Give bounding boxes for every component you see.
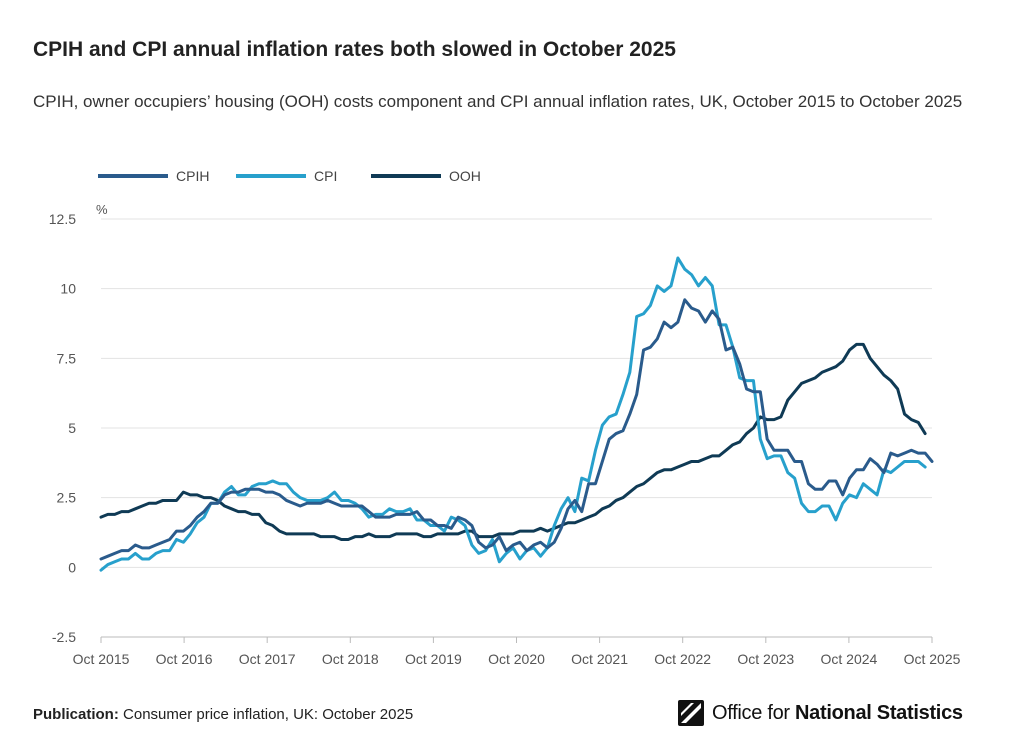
chart-title: CPIH and CPI annual inflation rates both… bbox=[33, 38, 676, 61]
x-tick-label: Oct 2020 bbox=[488, 651, 545, 667]
y-axis: -2.5 0 2.5 5 7.5 10 12.5% bbox=[49, 202, 108, 645]
x-tick-label: Oct 2017 bbox=[239, 651, 296, 667]
y-tick-label: 10 bbox=[60, 281, 76, 297]
y-tick-label: 2.5 bbox=[57, 490, 77, 506]
series-line-cpih bbox=[99, 298, 934, 561]
legend-label-ooh: OOH bbox=[449, 168, 481, 184]
ons-logo-text-regular: Office for bbox=[712, 701, 796, 724]
x-tick-label: Oct 2021 bbox=[571, 651, 628, 667]
legend-label-cpi: CPI bbox=[314, 168, 337, 184]
publication-label: Publication: bbox=[33, 706, 119, 723]
x-tick-label: Oct 2024 bbox=[820, 651, 877, 667]
legend-label-cpih: CPIH bbox=[176, 168, 209, 184]
x-tick-label: Oct 2018 bbox=[322, 651, 379, 667]
x-tick-label: Oct 2016 bbox=[156, 651, 213, 667]
y-tick-label: -2.5 bbox=[52, 629, 76, 645]
ons-logo-icon bbox=[678, 700, 704, 726]
x-tick-label: Oct 2019 bbox=[405, 651, 462, 667]
y-tick-label: 12.5 bbox=[49, 211, 76, 227]
y-tick-label: 0 bbox=[68, 559, 76, 575]
chart-legend: CPIH CPI OOH bbox=[98, 168, 481, 184]
x-axis: Oct 2015 Oct 2016 Oct 2017 Oct 2018 Oct 2019… bbox=[73, 636, 961, 667]
series-line-cpi bbox=[99, 256, 927, 572]
x-tick-label: Oct 2015 bbox=[73, 651, 130, 667]
ons-logo-text: Office for National Statistics bbox=[712, 702, 963, 725]
chart-gridlines bbox=[101, 218, 932, 638]
ons-logo[interactable]: Office for National Statistics bbox=[678, 700, 963, 726]
publication-value[interactable]: Consumer price inflation, UK: October 20… bbox=[123, 706, 414, 723]
y-tick-label: 5 bbox=[68, 420, 76, 436]
x-tick-label: Oct 2025 bbox=[904, 651, 961, 667]
chart-series bbox=[99, 256, 934, 572]
ons-logo-text-bold: National Statistics bbox=[795, 701, 963, 724]
chart-subtitle: CPIH, owner occupiers’ housing (OOH) cos… bbox=[33, 92, 963, 111]
x-tick-label: Oct 2022 bbox=[654, 651, 711, 667]
x-tick-label: Oct 2023 bbox=[737, 651, 794, 667]
y-tick-label: 7.5 bbox=[57, 350, 77, 366]
y-axis-label: % bbox=[96, 202, 108, 217]
publication-footer: Publication: Consumer price inflation, U… bbox=[33, 706, 413, 723]
series-line-ooh bbox=[99, 342, 927, 541]
